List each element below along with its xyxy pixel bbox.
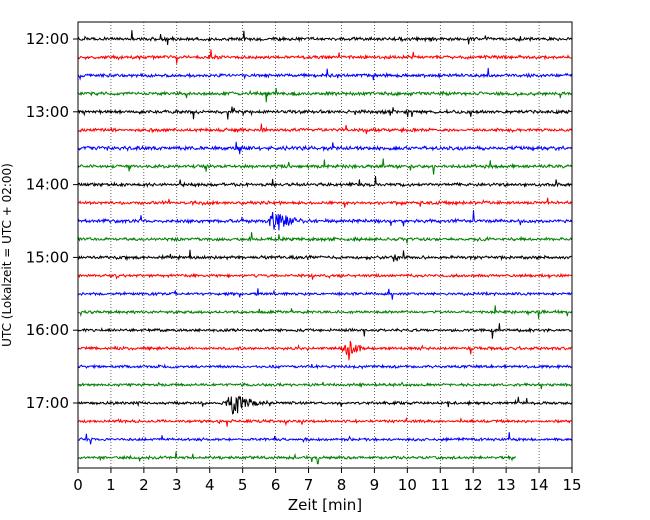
y-tick-label: 16:00 [26, 321, 69, 339]
x-tick-label: 15 [562, 476, 581, 494]
trace-1545 [77, 305, 572, 319]
x-tick-label: 14 [530, 476, 549, 494]
y-tick-label: 13:00 [26, 103, 69, 121]
x-tick-label: 5 [238, 476, 248, 494]
x-tick-label: 7 [304, 476, 314, 494]
seismic-traces [77, 30, 572, 465]
trace-1345 [77, 158, 572, 175]
x-tick-label: 8 [337, 476, 347, 494]
x-tick-label: 9 [370, 476, 380, 494]
trace-1200 [77, 30, 572, 46]
x-tick-label: 2 [139, 476, 149, 494]
trace-1230 [77, 67, 572, 81]
trace-1630 [77, 363, 572, 370]
trace-1245 [77, 87, 572, 103]
trace-1300 [77, 106, 572, 120]
x-tick-label: 4 [205, 476, 215, 494]
grid-lines [110, 22, 540, 468]
x-tick-label: 6 [271, 476, 281, 494]
plot-frame [77, 21, 573, 469]
trace-1315 [77, 123, 572, 135]
trace-1515 [77, 272, 572, 280]
y-tick-label: 17:00 [26, 394, 69, 412]
y-tick-label: 14:00 [26, 176, 69, 194]
y-tick-label: 15:00 [26, 248, 69, 266]
trace-1715 [77, 416, 572, 427]
x-tick-label: 1 [106, 476, 116, 494]
trace-1700 [77, 395, 572, 415]
x-tick-label: 10 [398, 476, 417, 494]
trace-1415 [77, 197, 572, 208]
trace-1215 [77, 49, 572, 64]
x-tick-label: 12 [464, 476, 483, 494]
x-tick-label: 3 [172, 476, 182, 494]
trace-1615 [77, 340, 572, 361]
y-tick-label: 12:00 [26, 30, 69, 48]
trace-1645 [77, 381, 572, 390]
y-axis-label: UTC (Lokalzeit = UTC + 02:00) [0, 163, 14, 347]
trace-1330 [77, 141, 572, 155]
trace-1600 [77, 323, 572, 339]
trace-1730 [77, 432, 572, 445]
trace-1400 [77, 175, 572, 188]
x-axis-ticks: 0 1 2 3 4 5 6 7 8 9 10 11 12 13 14 15 [73, 468, 582, 494]
x-tick-label: 0 [73, 476, 83, 494]
x-axis-label: Zeit [min] [288, 496, 362, 514]
x-tick-label: 13 [497, 476, 516, 494]
y-axis-ticks: 12:00 13:00 14:00 15:00 16:00 17:00 [26, 30, 78, 412]
trace-1745 [77, 451, 516, 465]
trace-1445 [77, 232, 572, 244]
trace-1530 [77, 288, 572, 300]
x-tick-label: 11 [431, 476, 450, 494]
trace-1430 [77, 210, 572, 231]
trace-1500 [77, 249, 572, 262]
